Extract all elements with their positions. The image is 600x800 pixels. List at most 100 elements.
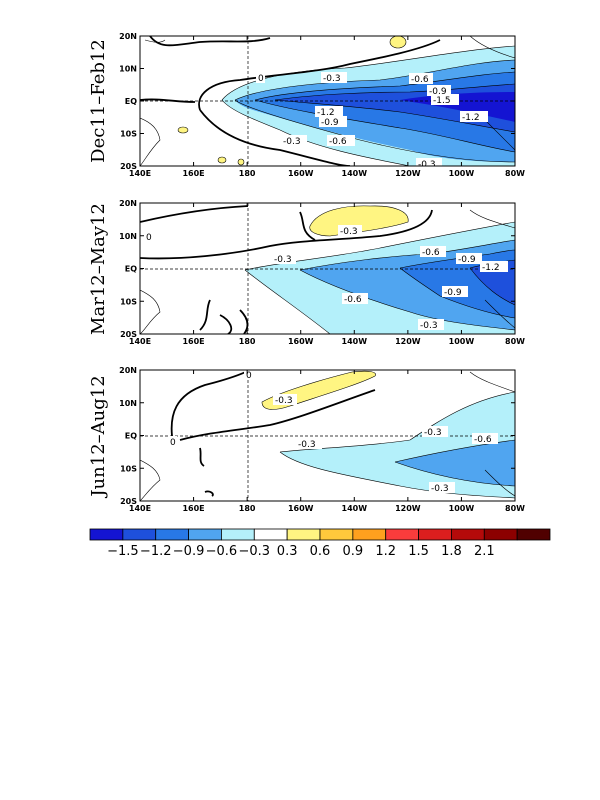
contour-label: -0.3	[340, 227, 358, 237]
y-tick-label: 20N	[119, 32, 137, 41]
colorbar-swatch	[253, 528, 288, 541]
colorbar-swatch	[483, 528, 518, 541]
contour-label: -0.3	[424, 428, 442, 438]
colorbar-label: −0.6	[206, 544, 238, 559]
positive-patch	[309, 205, 409, 237]
contour-label: -0.3	[323, 74, 341, 84]
colorbar-swatch	[418, 528, 452, 541]
panel-title: Mar12–May12	[88, 203, 109, 335]
x-tick-label: 140W	[342, 169, 368, 178]
contour-label: -0.3	[298, 440, 316, 450]
panel-mar12-may12: Mar12–May12	[88, 199, 525, 346]
x-tick-label: 80W	[505, 337, 525, 346]
x-tick-label: 120W	[395, 504, 421, 513]
y-tick-label: 10N	[119, 65, 137, 74]
colorbar-swatch	[385, 528, 419, 541]
contour-label: -1.2	[482, 263, 500, 273]
y-tick-label: 10S	[120, 297, 137, 306]
contour-label: -0.3	[431, 484, 449, 494]
colorbar-swatch	[451, 528, 485, 541]
contour-label: -0.6	[474, 435, 492, 445]
panel-dec11-feb12: Dec11–Feb12	[88, 32, 525, 178]
axis-ticks: 140E 160E 180 160W 140W 120W 100W 80W 20N 10N EQ 10…	[119, 366, 525, 513]
colorbar-swatch	[516, 528, 551, 541]
colorbar-swatch	[319, 528, 354, 541]
map-fill: 0 -0.3 -0.3 -0.3 -0.6 -0.3 0	[140, 370, 515, 501]
contour-labels: -0.3 -0.3 -0.6 -0.9 -1.2 -0.6 -0.9 -0.3 …	[144, 225, 508, 331]
contour-labels: -0.3 -0.6 -0.9 -1.2 -1.5 -1.2 -0.9 -0.6 …	[256, 72, 488, 166]
x-tick-label: 180	[239, 504, 256, 513]
x-tick-label: 160W	[288, 169, 314, 178]
colorbar-swatches	[89, 528, 551, 541]
x-tick-label: 180	[239, 337, 256, 346]
x-tick-label: 100W	[449, 169, 475, 178]
axis-ticks: 140E 160E 180 160W 140W 120W 100W 80W 20N 10N EQ 10…	[119, 32, 525, 178]
colorbar-label: 1.5	[408, 544, 429, 559]
colorbar-swatch	[122, 528, 157, 541]
y-tick-label: 20N	[119, 366, 137, 375]
contour-label: -0.3	[275, 396, 293, 406]
y-tick-label: 20N	[119, 199, 137, 208]
contour-label: -1.2	[462, 113, 480, 123]
x-tick-label: 160W	[288, 504, 314, 513]
y-tick-label: 20S	[120, 330, 137, 339]
y-tick-label: EQ	[125, 97, 137, 106]
contour-label: -1.5	[433, 96, 451, 106]
colorbar-swatch	[188, 528, 222, 541]
x-tick-label: 120W	[395, 169, 421, 178]
colorbar-label: 0.6	[310, 544, 331, 559]
positive-patch	[217, 156, 227, 164]
contour-label: -0.6	[411, 75, 429, 85]
colorbar-swatch	[286, 528, 321, 541]
contour-label: 0	[258, 74, 264, 84]
y-tick-label: 20S	[120, 162, 137, 171]
contour-labels: 0 -0.3 -0.3 -0.3 -0.6 -0.3 0	[168, 370, 498, 494]
colorbar-swatch	[221, 528, 255, 541]
contour-label: -0.6	[344, 295, 362, 305]
colorbar-label: −1.2	[140, 544, 172, 559]
x-tick-label: 140E	[129, 169, 151, 178]
x-tick-label: 80W	[505, 169, 525, 178]
x-tick-label: 140W	[342, 504, 368, 513]
anomaly-region-medium	[395, 440, 515, 486]
colorbar-swatch	[155, 528, 189, 541]
colorbar-label: 1.2	[375, 544, 396, 559]
x-tick-label: 100W	[449, 337, 475, 346]
y-tick-label: 10N	[119, 399, 137, 408]
contour-label: -0.3	[420, 321, 438, 331]
positive-patch	[177, 126, 189, 134]
contour-label: -0.9	[458, 255, 476, 265]
panel-title: Jun12–Aug12	[88, 375, 109, 498]
x-tick-label: 160W	[288, 337, 314, 346]
contour-label: -0.9	[444, 288, 462, 298]
contour-label: 0	[246, 371, 252, 381]
colorbar-label: −0.3	[238, 544, 270, 559]
x-tick-label: 120W	[395, 337, 421, 346]
x-tick-label: 160E	[182, 169, 204, 178]
x-tick-label: 140W	[342, 337, 368, 346]
y-tick-label: EQ	[125, 432, 137, 441]
y-tick-label: 20S	[120, 497, 137, 506]
x-tick-label: 160E	[182, 504, 204, 513]
colorbar-label: −1.5	[107, 544, 139, 559]
x-tick-label: 160E	[182, 337, 204, 346]
contour-label: -1.2	[317, 108, 335, 118]
colorbar-label: −0.9	[173, 544, 205, 559]
contour-label: 0	[146, 233, 152, 243]
contour-label: -0.3	[274, 255, 292, 265]
axis-ticks: 140E 160E 180 160W 140W 120W 100W 80W 20N 10N EQ 10…	[119, 199, 525, 346]
y-tick-label: EQ	[125, 265, 137, 274]
colorbar-swatch	[89, 528, 124, 541]
contour-label: -0.6	[422, 248, 440, 258]
contour-label: -0.9	[429, 87, 447, 97]
x-tick-label: 100W	[449, 504, 475, 513]
colorbar: −1.5 −1.2 −0.9 −0.6 −0.3 0.3 0.6 0.9 1.2 1.5 1.8 2.…	[89, 528, 551, 559]
x-tick-label: 140E	[129, 337, 151, 346]
x-tick-label: 140E	[129, 504, 151, 513]
colorbar-label: 0.9	[343, 544, 364, 559]
positive-patch	[389, 36, 407, 49]
colorbar-swatch	[352, 528, 387, 541]
contour-label: -0.6	[329, 137, 347, 147]
colorbar-label: 2.1	[474, 544, 495, 559]
